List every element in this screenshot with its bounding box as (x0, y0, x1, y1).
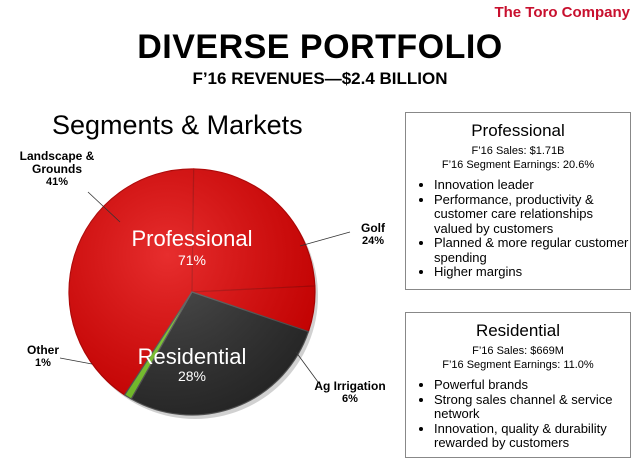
slice-label-other-value: 1% (35, 357, 51, 369)
leader-golf (299, 231, 351, 247)
slice-label-landscape-value: 41% (45, 176, 69, 188)
residential-bullet-list: Powerful brands Strong sales channel & s… (406, 377, 630, 451)
slice-label-ag-irrigation: Ag Irrigation 6% (300, 380, 400, 406)
page-title: DIVERSE PORTFOLIO (137, 28, 503, 66)
leader-other (59, 357, 93, 365)
slice-label-landscape: Landscape & Grounds 41% (18, 150, 96, 189)
pie-gloss (69, 169, 315, 415)
professional-bullet: Planned & more regular customer spending (434, 235, 630, 265)
group-value-professional: 71% (177, 252, 207, 268)
slice-label-golf-value: 24% (361, 235, 385, 247)
professional-box-title: Professional (471, 121, 565, 140)
professional-sales: F’16 Sales: $1.71B (471, 145, 565, 157)
residential-earnings: F’16 Segment Earnings: 11.0% (442, 359, 594, 371)
professional-bullet: Innovation leader (434, 177, 630, 193)
slice-label-other: Other 1% (22, 344, 64, 370)
residential-sales: F’16 Sales: $669M (472, 345, 564, 357)
professional-bullet-list: Innovation leader Performance, productiv… (406, 177, 630, 280)
slice-label-ag-irrigation-value: 6% (342, 393, 358, 405)
leader-ag-irrigation (295, 351, 319, 383)
slice-label-other-name: Other (26, 343, 59, 357)
residential-bullet: Strong sales channel & service network (434, 392, 630, 422)
residential-bullet: Innovation, quality & durability rewarde… (434, 421, 630, 451)
group-value-residential: 28% (177, 368, 207, 384)
professional-earnings: F’16 Segment Earnings: 20.6% (441, 159, 595, 171)
page-subtitle: F’16 REVENUES—$2.4 BILLION (192, 69, 448, 88)
professional-bullet: Performance, productivity & customer car… (434, 192, 630, 237)
residential-bullet: Powerful brands (434, 377, 630, 393)
residential-info-box: Residential F’16 Sales: $669M F’16 Segme… (405, 312, 631, 458)
slice-label-ag-irrigation-name: Ag Irrigation (314, 379, 386, 393)
section-title: Segments & Markets (52, 110, 303, 140)
professional-bullet: Higher margins (434, 264, 630, 280)
slice-label-golf-name: Golf (361, 221, 385, 235)
brand-logo-text: The Toro Company (494, 4, 630, 21)
group-label-professional: Professional (131, 226, 253, 251)
group-label-residential: Residential (137, 344, 247, 369)
residential-box-title: Residential (475, 321, 561, 340)
slice-label-golf: Golf 24% (348, 222, 398, 248)
professional-info-box: Professional F’16 Sales: $1.71B F’16 Seg… (405, 112, 631, 290)
leader-landscape (87, 191, 121, 223)
slice-label-landscape-name: Landscape & Grounds (19, 149, 95, 176)
